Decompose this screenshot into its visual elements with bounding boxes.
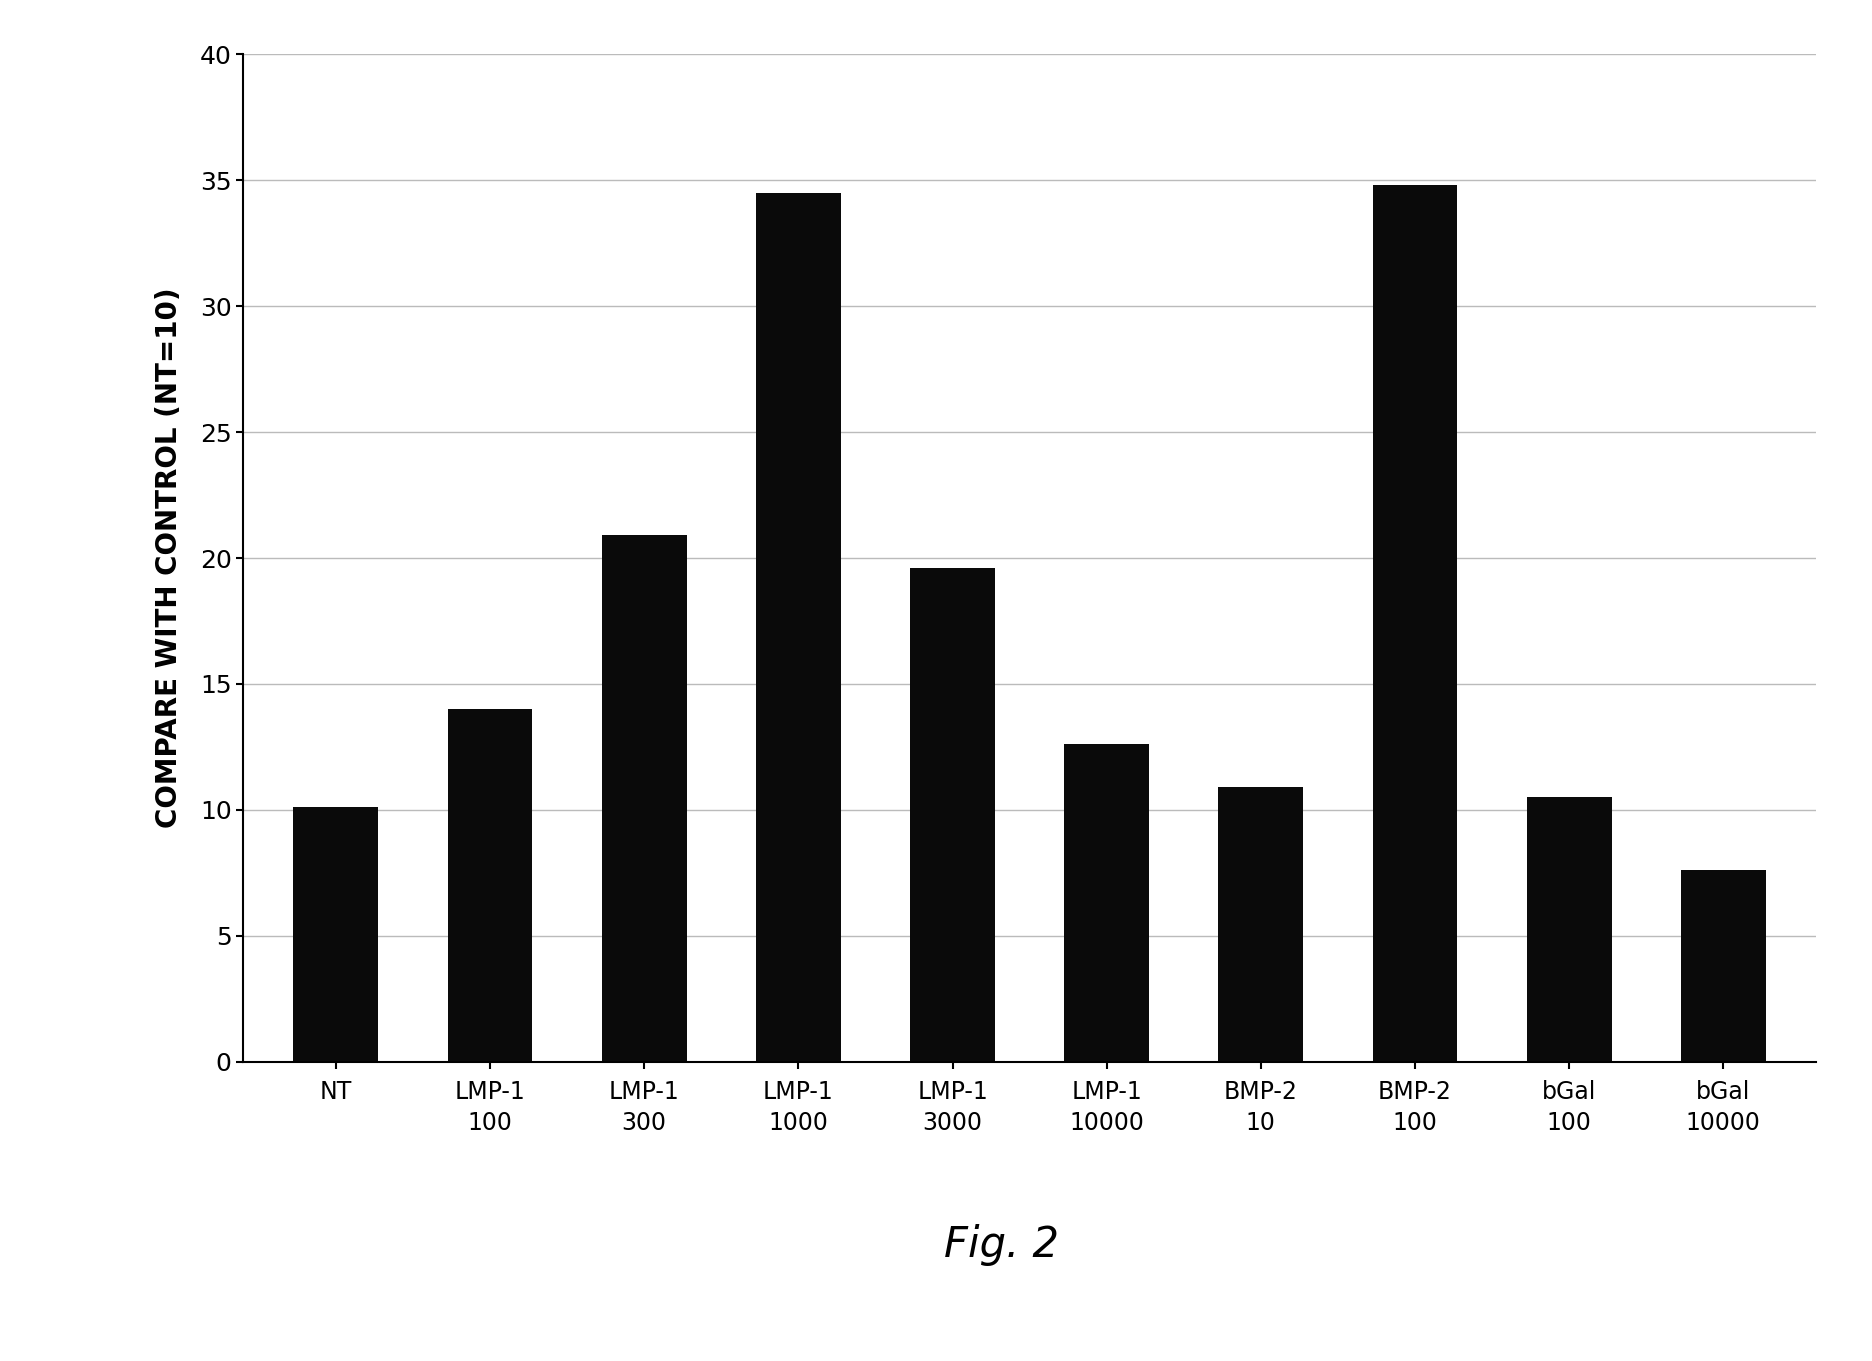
Bar [447,709,532,1062]
Bar [1528,798,1612,1062]
Y-axis label: COMPARE WITH CONTROL (NT=10): COMPARE WITH CONTROL (NT=10) [155,287,183,829]
Bar [1219,787,1303,1062]
Bar [294,807,378,1062]
Bar [601,535,687,1062]
Bar [1065,744,1149,1062]
Bar [1681,870,1765,1062]
Bar [910,568,994,1062]
Bar [1372,185,1458,1062]
Bar [756,193,841,1062]
Text: Fig. 2: Fig. 2 [943,1225,1060,1266]
